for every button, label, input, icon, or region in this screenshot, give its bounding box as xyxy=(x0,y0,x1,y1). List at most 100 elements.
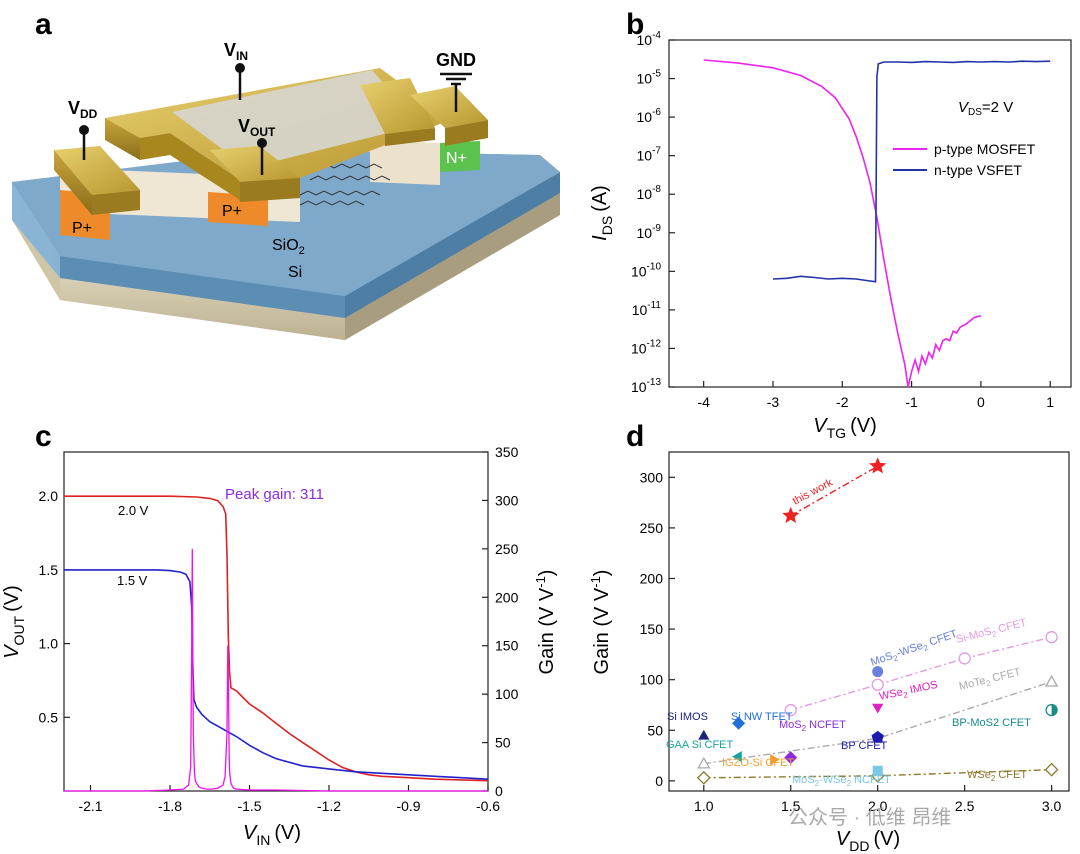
b-y-tick-label: 10-13 xyxy=(631,377,661,395)
vdd-terminal-dot xyxy=(79,125,89,135)
panel-label-a: a xyxy=(35,8,52,41)
b-series-line-0 xyxy=(703,59,982,388)
b-y-tick-label: 10-12 xyxy=(631,338,661,356)
c-y2-tick-label: 0 xyxy=(495,783,503,799)
b-y-tick-label: 10-7 xyxy=(637,146,662,164)
d-point-8-0 xyxy=(784,751,798,765)
d-point-0-0 xyxy=(782,506,800,523)
d-y-tick-label: 50 xyxy=(647,722,663,738)
label-bp-mos2-cfet: BP-MoS2 CFET xyxy=(952,717,1031,729)
chart-c: -2.1 -1.8 -1.5 -1.2 -0.9 -0.6 0.5 1.0 1.5 2.0 0 5… xyxy=(1,444,558,848)
vout-terminal-dot xyxy=(257,138,267,148)
chart-c-frame xyxy=(63,451,489,792)
c-y2-tick-label: 350 xyxy=(495,444,519,460)
chart-d-points xyxy=(696,457,1059,785)
d-point-0-1 xyxy=(869,457,887,474)
d-point-1-2 xyxy=(958,652,971,665)
d-point-13-0-half xyxy=(1051,704,1058,716)
c-series-line-1 xyxy=(64,569,489,780)
chart-b-x-label: VTG (V) xyxy=(813,415,876,441)
chart-b: -4 -3 -2 -1 0 1 10-1310-1210-1110-1010-910-81… xyxy=(589,30,1072,441)
b-x-tick-label: -4 xyxy=(697,394,710,410)
c-series-line-0 xyxy=(64,495,489,782)
d-point-1-0 xyxy=(784,703,797,717)
b-x-tick-label: -2 xyxy=(836,394,849,410)
vdd-electrode-front xyxy=(92,190,140,215)
gate-electrode-side xyxy=(105,118,140,160)
vdd-label: VDD xyxy=(68,98,98,121)
d-point-3-0 xyxy=(696,770,711,785)
label-si-nw-tfet: Si NW TFET xyxy=(731,711,793,723)
chart-d-x-label: VDD (V) xyxy=(836,828,900,854)
d-point-5-0 xyxy=(732,716,746,730)
chart-c-x-label: VIN (V) xyxy=(243,822,301,848)
c-y-tick-label: 1.5 xyxy=(39,562,59,578)
label-igzo-si-cfet: IGZO-Si CFET xyxy=(722,757,794,769)
d-point-11-0 xyxy=(871,730,884,743)
vout-electrode-front xyxy=(240,178,300,202)
c-y-tick-label: 1.0 xyxy=(39,636,59,652)
sio2-front-face xyxy=(60,256,345,318)
gate-window xyxy=(172,70,420,168)
c-x-tick-label: -0.9 xyxy=(396,798,420,814)
c-y2-tick-label: 150 xyxy=(495,638,519,654)
legend-label-n-type: n-type VSFET xyxy=(934,162,1022,178)
c-series-line-2 xyxy=(64,548,488,792)
d-point-9-0 xyxy=(872,666,884,678)
p-plus-label-2: P+ xyxy=(222,203,242,220)
n-channel-body xyxy=(370,140,440,185)
b-y-tick-label: 10-9 xyxy=(637,223,662,241)
b-y-tick-label: 10-8 xyxy=(637,184,662,202)
chart-c-y2-axis: 0 50 100 150 200 250 300 350 xyxy=(482,444,519,799)
chart-c-peak-gain-annotation: Peak gain: 311 xyxy=(225,486,324,503)
chart-d-y-axis: 0 50 100 150 200 250 300 xyxy=(640,469,675,789)
vdd-electrode-top xyxy=(54,146,140,195)
gnd-symbol xyxy=(440,72,472,86)
label-mos2-wse2-ncfet: MoS2-WSe2 NCFET xyxy=(792,774,891,788)
d-y-tick-label: 300 xyxy=(640,469,664,485)
vout-shared-electrode-front xyxy=(385,128,435,146)
d-x-tick-label: 3.0 xyxy=(1042,798,1062,814)
vout-label: VOUT xyxy=(238,116,276,139)
c-y2-tick-label: 100 xyxy=(495,686,519,702)
chart-c-series xyxy=(64,495,489,792)
label-mos2-ncfet: MoS2 NCFET xyxy=(779,719,846,733)
b-series-line-1 xyxy=(772,60,1051,283)
label-wse2-cfet: WSe2 CFET xyxy=(967,769,1027,783)
chart-d-frame xyxy=(668,451,1070,792)
d-point-1-3 xyxy=(1045,631,1058,644)
chart-d-x-axis: 1.0 1.5 2.0 2.5 3.0 xyxy=(694,785,1062,814)
label-si-mos2-cfet: Si-MoS2 CFET xyxy=(955,617,1029,648)
panel-a-schematic: a xyxy=(12,8,560,340)
b-x-tick-label: 0 xyxy=(977,394,985,410)
chart-b-legend: p-type MOSFET n-type VSFET xyxy=(893,141,1036,178)
graphene-sheet xyxy=(299,163,391,206)
terminal-probes xyxy=(82,70,458,175)
panel-label-b: b xyxy=(626,8,644,41)
d-trend-line-0 xyxy=(790,465,879,517)
d-trend-line-3 xyxy=(703,769,1052,779)
panel-label-d: d xyxy=(626,420,644,453)
p-plus-label-1: P+ xyxy=(72,220,92,237)
legend-label-p-type: p-type MOSFET xyxy=(934,141,1036,157)
c-x-tick-label: -2.1 xyxy=(78,798,102,814)
chart-b-frame xyxy=(668,39,1072,388)
d-y-tick-label: 0 xyxy=(655,773,663,789)
c-x-tick-label: -1.8 xyxy=(158,798,182,814)
d-x-tick-label: 2.5 xyxy=(955,798,975,814)
chart-c-y-axis: 0.5 1.0 1.5 2.0 xyxy=(39,488,70,725)
n-plus-label: N+ xyxy=(446,150,467,167)
d-point-6-0 xyxy=(732,751,742,763)
c-y-tick-label: 2.0 xyxy=(39,488,59,504)
d-point-1-1 xyxy=(871,678,884,691)
vdd-electrode-side xyxy=(54,150,92,215)
chart-b-y-axis: 10-13 10-12 10-11 10-10 10-9 10-8 10-7 10-6 10-5… xyxy=(631,30,675,395)
vin-terminal-dot xyxy=(235,63,245,73)
chart-b-x-axis: -4 -3 -2 -1 0 1 xyxy=(697,381,1054,410)
c-x-tick-label: -1.5 xyxy=(237,798,261,814)
label-bp-cfet: BP CFET xyxy=(841,740,888,752)
b-y-tick-label: 10-11 xyxy=(632,300,662,318)
c-x-tick-label: -1.2 xyxy=(317,798,341,814)
c-y2-tick-label: 250 xyxy=(495,541,519,557)
